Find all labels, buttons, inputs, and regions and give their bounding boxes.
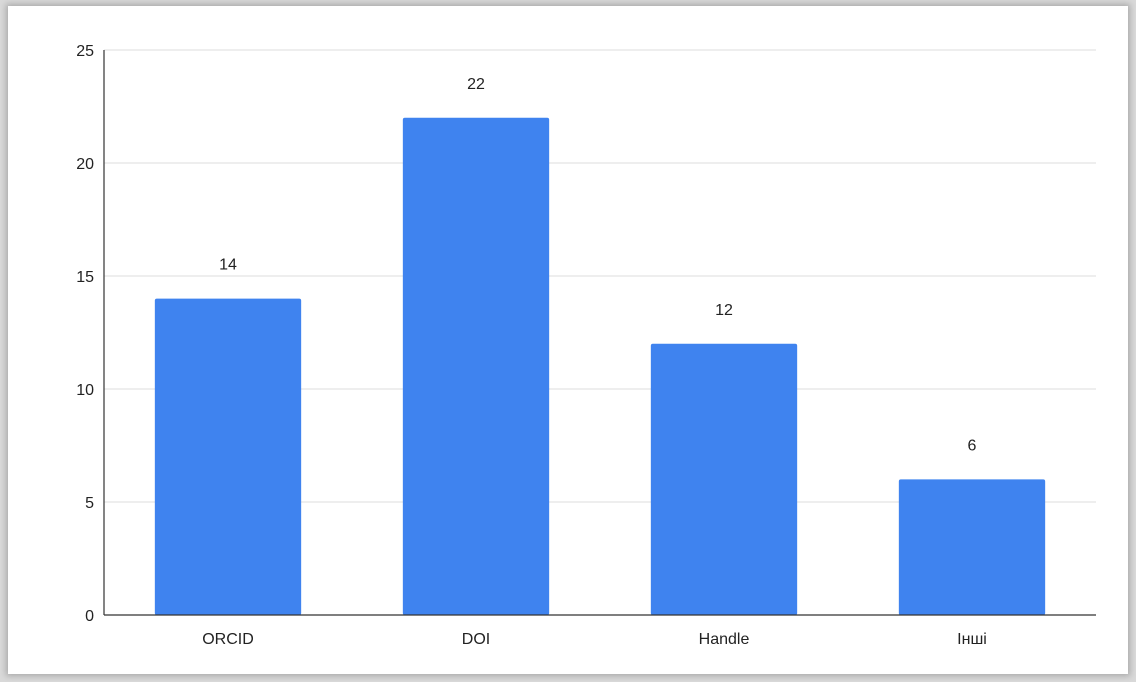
x-tick-label: Handle bbox=[699, 631, 750, 648]
y-tick-label: 5 bbox=[85, 495, 94, 512]
bar-doi bbox=[402, 117, 550, 616]
data-label: 14 bbox=[219, 257, 237, 274]
data-label: 12 bbox=[715, 302, 733, 319]
x-tick-label: Інші bbox=[957, 631, 987, 648]
axes bbox=[103, 50, 1096, 616]
data-label: 22 bbox=[467, 76, 485, 93]
labels: 0 5 10 15 20 25 14 ORCID 22 DOI 12 Handle 6 Інші bbox=[76, 43, 987, 648]
y-tick-label: 20 bbox=[76, 156, 94, 173]
x-tick-label: DOI bbox=[462, 631, 490, 648]
data-label: 6 bbox=[968, 437, 977, 454]
y-tick-label: 10 bbox=[76, 382, 94, 399]
x-tick-label: ORCID bbox=[202, 631, 254, 648]
y-tick-label: 15 bbox=[76, 269, 94, 286]
bar-orcid bbox=[154, 298, 302, 615]
bar-інші bbox=[898, 479, 1046, 615]
bar-handle bbox=[650, 343, 798, 615]
y-tick-label: 25 bbox=[76, 43, 94, 60]
y-tick-label: 0 bbox=[85, 608, 94, 625]
bars bbox=[154, 117, 1046, 616]
